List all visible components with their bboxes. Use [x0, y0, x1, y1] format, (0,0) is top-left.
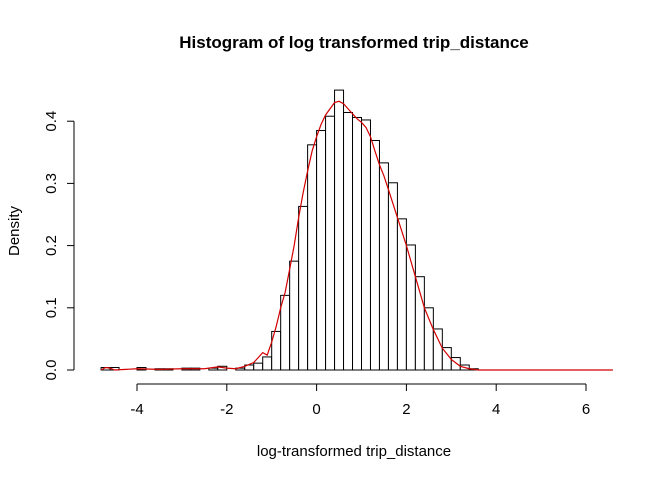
histogram-bar [369, 139, 380, 371]
y-tick-label: 0.3 [43, 173, 60, 194]
histogram-bar [405, 244, 416, 371]
histogram-bar [441, 347, 452, 371]
x-tick-label: -4 [130, 401, 143, 418]
histogram-bar [289, 260, 300, 371]
histogram-bar [316, 130, 327, 371]
histogram-bars [100, 89, 479, 371]
chart-title: Histogram of log transformed trip_distan… [179, 33, 529, 52]
y-tick-label: 0.2 [43, 235, 60, 256]
histogram-bar [361, 119, 371, 371]
y-tick-label: 0.4 [43, 111, 60, 132]
x-tick-label: 4 [492, 401, 500, 418]
x-axis-label: log-transformed trip_distance [257, 443, 451, 460]
histogram-bar [262, 356, 273, 371]
histogram-bar [352, 116, 362, 371]
histogram-bar [343, 111, 354, 371]
histogram-bar [334, 89, 345, 371]
y-axis: 0.0 0.1 0.2 0.3 0.4 [43, 111, 75, 381]
histogram-bar [253, 362, 264, 371]
histogram-bar [280, 294, 291, 371]
histogram-bar [378, 162, 389, 371]
x-tick-label: 0 [312, 401, 320, 418]
histogram-bar [450, 357, 461, 371]
x-tick-label: -2 [220, 401, 233, 418]
histogram-bar [307, 144, 318, 371]
y-tick-label: 0.0 [43, 360, 60, 381]
density-curve-line [100, 100, 613, 371]
histogram-bar [325, 115, 336, 371]
x-tick-label: 6 [582, 401, 590, 418]
y-tick-label: 0.1 [43, 297, 60, 318]
x-tick-label: 2 [402, 401, 410, 418]
histogram-bar [298, 205, 309, 371]
histogram-bar [432, 328, 443, 371]
histogram-bar [387, 182, 398, 371]
density-curve-layer [100, 100, 613, 371]
x-axis: -4 -2 0 2 4 6 [130, 383, 590, 418]
y-axis-label: Density [6, 205, 23, 256]
